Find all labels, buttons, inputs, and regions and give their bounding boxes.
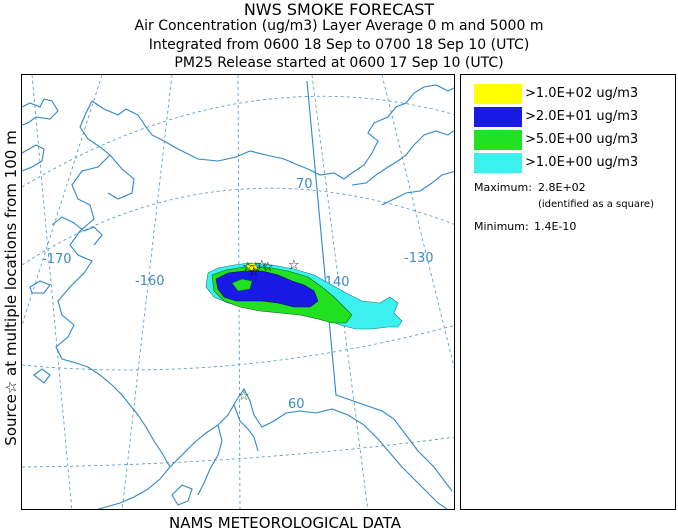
legend-panel: >1.0E+02 ug/m3 >2.0E+01 ug/m3 >5.0E+00 u…: [460, 74, 676, 510]
lon-170-label: -170: [42, 252, 72, 267]
minimum-label: Minimum:: [474, 220, 529, 233]
lat-60-label: 60: [288, 397, 305, 412]
integration-line: Integrated from 0600 18 Sep to 0700 18 S…: [148, 37, 530, 53]
plume-green-inner: [231, 278, 253, 292]
map-panel: -170 -160 -140 -130 70 60: [21, 74, 455, 510]
legend-label-2: >2.0E+01 ug/m3: [525, 109, 639, 124]
source-star-icon: ☆: [288, 258, 300, 273]
legend-label-4: >1.0E+00 ug/m3: [525, 155, 639, 170]
release-line: PM25 Release started at 0600 17 Sep 10 (…: [174, 55, 504, 71]
meteorological-data-label: NAMS METEOROLOGICAL DATA: [169, 514, 401, 532]
source-side-label: Source☆ at multiple locations from 100 m: [2, 130, 20, 446]
source-star-icon: ☆: [242, 260, 254, 275]
lon-130-label: -130: [404, 251, 434, 266]
legend-swatch-green: [474, 130, 522, 150]
source-markers: ☆ ☆ ☆ ☆ ☆ ☆ ☆: [238, 258, 300, 404]
alaska-canada-border: [306, 80, 453, 492]
plume-yellow-core: [245, 262, 259, 272]
source-star-icon: ☆: [248, 265, 260, 280]
legend-label-1: >1.0E+02 ug/m3: [525, 86, 639, 101]
source-star-icon: ☆: [250, 260, 262, 275]
maximum-value: 2.8E+02: [538, 181, 586, 194]
source-star-icon: ☆: [238, 389, 250, 404]
lon-160-label: -160: [135, 274, 165, 289]
maximum-label: Maximum:: [474, 181, 532, 194]
smoke-plume: [205, 262, 403, 330]
legend-swatch-blue: [474, 107, 522, 127]
legend-label-3: >5.0E+00 ug/m3: [525, 132, 639, 147]
legend-swatch-yellow: [474, 84, 522, 104]
source-star-icon: ☆: [262, 260, 274, 275]
maximum-note: (identified as a square): [538, 199, 654, 210]
alaska-map: -170 -160 -140 -130 70 60: [22, 75, 454, 509]
source-star-icon: ☆: [256, 258, 268, 273]
concentration-line: Air Concentration (ug/m3) Layer Average …: [134, 18, 544, 34]
grid-labels: -170 -160 -140 -130 70 60: [42, 177, 434, 412]
coastline: [22, 84, 454, 509]
lat-70-label: 70: [296, 177, 313, 192]
legend-swatch-cyan: [474, 153, 522, 173]
forecast-title: NWS SMOKE FORECAST: [243, 0, 435, 19]
minimum-value: 1.4E-10: [534, 220, 577, 233]
